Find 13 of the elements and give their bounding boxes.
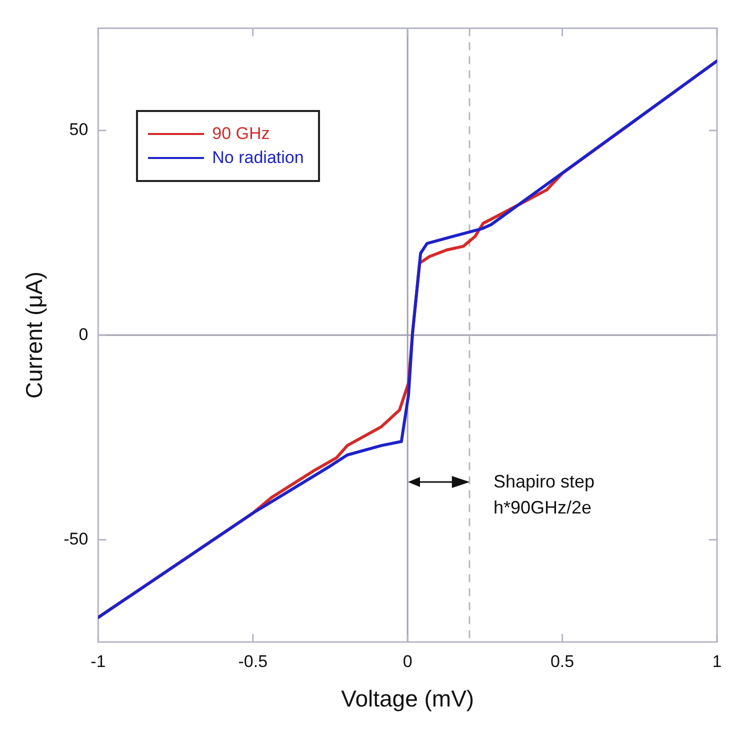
x-tick-label: 0	[402, 652, 412, 671]
y-axis-title: Current (μA)	[21, 272, 48, 399]
annotation: Shapiro step h*90GHz/2e	[493, 471, 595, 518]
legend-label: 90 GHz	[212, 124, 270, 144]
y-tick-label: 50	[69, 120, 88, 140]
x-tick-label: -1	[90, 652, 106, 671]
x-tick-label: 1	[712, 652, 722, 671]
y-tick-label: 0	[78, 324, 88, 344]
x-axis-title: Voltage (mV)	[341, 686, 474, 712]
x-tick-label: -0.5	[238, 652, 268, 671]
y-tick-label: -50	[64, 529, 88, 548]
x-tick-label: 0.5	[550, 652, 574, 671]
legend-label: No radiation	[212, 148, 304, 168]
